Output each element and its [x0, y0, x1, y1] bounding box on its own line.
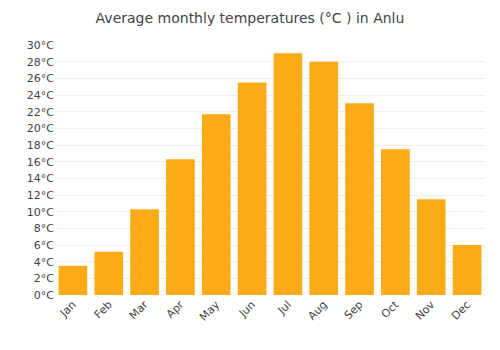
svg-text:12°C: 12°C [27, 189, 54, 202]
svg-text:Sep: Sep [342, 298, 366, 322]
svg-text:Feb: Feb [92, 298, 115, 321]
svg-text:10°C: 10°C [27, 206, 54, 219]
svg-text:Jan: Jan [57, 298, 79, 320]
svg-text:Nov: Nov [413, 298, 438, 323]
svg-text:6°C: 6°C [34, 239, 54, 252]
svg-text:0°C: 0°C [34, 289, 54, 302]
svg-text:26°C: 26°C [27, 72, 54, 85]
svg-text:18°C: 18°C [27, 139, 54, 152]
svg-text:Aug: Aug [305, 298, 329, 322]
svg-text:28°C: 28°C [27, 56, 54, 69]
svg-text:Oct: Oct [379, 298, 402, 321]
svg-text:Mar: Mar [127, 298, 151, 322]
svg-text:8°C: 8°C [34, 222, 54, 235]
svg-text:24°C: 24°C [27, 89, 54, 102]
svg-text:22°C: 22°C [27, 106, 54, 119]
svg-text:Dec: Dec [449, 298, 473, 322]
svg-text:May: May [197, 298, 223, 324]
svg-text:20°C: 20°C [27, 122, 54, 135]
svg-text:Average monthly temperatures (: Average monthly temperatures (°C ) in An… [96, 10, 405, 26]
svg-text:16°C: 16°C [27, 156, 54, 169]
svg-text:Jun: Jun [236, 298, 258, 320]
svg-text:Jul: Jul [275, 298, 294, 317]
svg-text:4°C: 4°C [34, 256, 54, 269]
svg-text:Apr: Apr [164, 298, 187, 321]
svg-text:30°C: 30°C [27, 39, 54, 52]
svg-text:2°C: 2°C [34, 272, 54, 285]
svg-text:14°C: 14°C [27, 172, 54, 185]
